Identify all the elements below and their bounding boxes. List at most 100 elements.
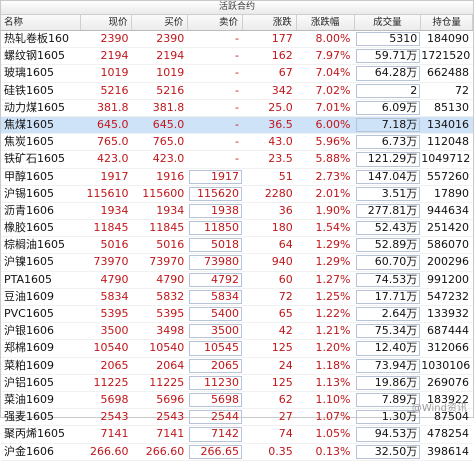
cell-ask: 5400 (188, 306, 243, 322)
cell-change: 25.0 (268, 100, 293, 114)
cell-bid: 10540 (149, 341, 185, 355)
cell-bid: 266.60 (145, 444, 185, 458)
table-row[interactable]: 动力煤1605 381.8 381.8 - 25.0 7.01% 6.09万 85130 (1, 100, 473, 117)
table-row[interactable]: 沪铝1605 11225 11225 11230 125 1.13% 19.86万 26907… (1, 375, 473, 392)
cell-last: 3500 (100, 324, 129, 338)
table-row[interactable]: 焦煤1605 645.0 645.0 - 36.5 6.00% 7.18万 134016 (1, 116, 473, 135)
watermark: @Wind资讯 (411, 403, 467, 414)
cell-change: 125 (271, 375, 293, 389)
cell-last: 5016 (100, 238, 129, 252)
cell-oi: 944634 (427, 203, 469, 217)
table-row[interactable]: 沪镍1605 73970 73970 73980 940 1.29% 60.70万 20029… (1, 254, 473, 272)
cell-last: 1917 (100, 169, 129, 183)
cell-last: 2390 (100, 32, 129, 45)
cell-last: 5834 (100, 289, 129, 303)
cell-ask: - (235, 117, 239, 131)
cell-ask: 11230 (188, 375, 243, 391)
cell-name: 热轧卷板160 (4, 32, 69, 45)
cell-name: 硅铁1605 (4, 83, 54, 97)
table-row[interactable]: 甲醇1605 1917 1916 1917 51 2.73% 147.04万 557260 (1, 169, 473, 186)
cell-ask: 5698 (188, 392, 243, 408)
cell-name: 沪锡1605 (4, 186, 54, 200)
cell-bid: 11225 (149, 375, 185, 389)
cell-change: 342 (271, 83, 293, 97)
cell-pct: 1.13% (315, 375, 351, 389)
header-oi[interactable]: 持仓量 (421, 15, 473, 30)
cell-oi: 72 (455, 83, 469, 97)
panel-title: 活跃合约 (1, 1, 473, 15)
table-row[interactable]: 橡胶1605 11845 11845 11850 180 1.54% 52.43万 25142… (1, 220, 473, 238)
cell-name: 菜粕1609 (4, 358, 54, 372)
cell-last: 5395 (100, 307, 129, 320)
cell-pct: 0.13% (315, 444, 351, 458)
table-row[interactable]: 棕榈油1605 5016 5016 5018 64 1.29% 52.89万 586070 (1, 237, 473, 255)
cell-oi: 547232 (427, 289, 469, 303)
table-row[interactable]: 玻璃1605 1019 1019 - 67 7.04% 64.28万 662488 (1, 65, 473, 83)
cell-pct: 1.27% (315, 272, 351, 286)
table-row[interactable]: 沥青1606 1934 1934 1938 36 1.90% 277.81万 944634 (1, 203, 473, 221)
cell-ask: 11850 (188, 220, 243, 236)
header-ask[interactable]: 卖价 (188, 15, 243, 30)
cell-name: 焦炭1605 (4, 135, 54, 149)
header-bid[interactable]: 买价 (132, 15, 189, 30)
table-row[interactable]: 沪银1606 3500 3498 3500 42 1.21% 75.34万 687444 (1, 323, 473, 341)
cell-pct: 5.96% (315, 135, 351, 149)
cell-change: 65 (278, 307, 293, 320)
table-row[interactable]: 豆油1609 5834 5832 5834 72 1.25% 17.71万 547232 (1, 289, 473, 306)
table-row[interactable]: PVC1605 5395 5395 5400 65 1.22% 2.64万 133932 (1, 306, 473, 324)
cell-bid: 2390 (156, 32, 185, 45)
cell-volume: 3.51万 (355, 186, 422, 202)
cell-oi: 991200 (427, 272, 469, 286)
table-row[interactable]: 聚丙烯1605 7141 7141 7142 74 1.05% 94.53万 478254 (1, 426, 473, 444)
table-row[interactable]: 铁矿石1605 423.0 423.0 - 23.5 5.88% 121.29万 104971… (1, 151, 473, 169)
cell-change: 51 (278, 169, 293, 183)
cell-pct: 1.05% (315, 427, 351, 441)
cell-ask: 73980 (188, 254, 243, 270)
cell-change: 177 (271, 32, 293, 45)
cell-bid: 5016 (156, 238, 185, 252)
cell-pct: 7.04% (315, 66, 351, 80)
header-last[interactable]: 现价 (81, 15, 133, 30)
cell-name: 沪银1606 (4, 324, 54, 338)
header-volume[interactable]: 成交量 (355, 15, 422, 30)
cell-name: 豆油1609 (4, 289, 54, 303)
header-pct[interactable]: 涨跌幅 (297, 15, 355, 30)
cell-volume: 7.18万 (355, 117, 422, 133)
cell-oi: 85130 (434, 100, 469, 114)
table-row[interactable]: 焦炭1605 765.0 765.0 - 43.0 5.96% 6.73万 112048 (1, 134, 473, 152)
cell-pct: 2.01% (315, 186, 351, 200)
cell-change: 940 (271, 255, 293, 269)
cell-name: 沪镍1605 (4, 255, 54, 269)
table-row[interactable]: 菜油1609 5698 5696 5698 62 1.10% 7.89万 183922 (1, 392, 473, 410)
cell-last: 266.60 (89, 444, 129, 458)
cell-bid: 1019 (156, 66, 185, 80)
cell-bid: 645.0 (152, 117, 185, 131)
cell-oi: 269076 (427, 375, 469, 389)
cell-change: 27 (278, 410, 293, 424)
table-row[interactable]: 硅铁1605 5216 5216 - 342 7.02% 2 72 (1, 83, 473, 100)
cell-pct: 2.73% (315, 169, 351, 183)
table-row[interactable]: 沪锡1605 115610 115600 115620 2280 2.01% 3.51万 17… (1, 186, 473, 203)
table-row[interactable]: 热轧卷板160 2390 2390 - 177 8.00% 5310 184090 (1, 31, 473, 49)
cell-name: 强麦1605 (4, 410, 54, 424)
cell-oi: 17890 (434, 186, 469, 200)
quote-table-body: 热轧卷板160 2390 2390 - 177 8.00% 5310 184090 螺纹钢160… (1, 31, 473, 461)
cell-bid: 11845 (149, 221, 185, 235)
cell-volume: 73.94万 (355, 358, 422, 374)
cell-ask: - (235, 152, 239, 166)
cell-name: 橡胶1605 (4, 221, 54, 235)
header-name[interactable]: 名称 (1, 15, 81, 30)
cell-oi: 200296 (427, 255, 469, 269)
cell-bid: 381.8 (152, 100, 185, 114)
cell-last: 645.0 (96, 117, 129, 131)
table-row[interactable]: PTA1605 4790 4790 4792 60 1.27% 74.53万 991200 (1, 272, 473, 289)
table-row[interactable]: 沪金1606 266.60 266.60 266.65 0.35 0.13% 32.50万 3… (1, 444, 473, 461)
header-change[interactable]: 涨跌 (243, 15, 297, 30)
table-row[interactable]: 菜粕1609 2065 2064 2065 24 1.18% 73.94万 1030106 (1, 358, 473, 375)
cell-volume: 52.89万 (355, 237, 422, 253)
table-row[interactable]: 螺纹钢1605 2194 2194 - 162 7.97% 59.71万 1721520 (1, 48, 473, 66)
cell-name: 焦煤1605 (4, 117, 54, 131)
table-row[interactable]: 郑棉1609 10540 10540 10545 125 1.20% 12.40万 31206… (1, 340, 473, 358)
cell-bid: 2194 (156, 49, 185, 63)
